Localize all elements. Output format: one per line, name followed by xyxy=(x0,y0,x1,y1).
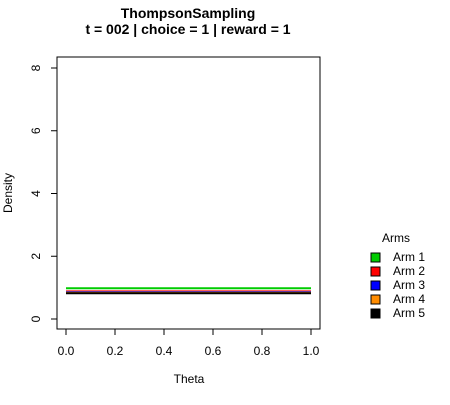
legend-label-arm-3: Arm 3 xyxy=(393,278,425,292)
x-axis: 0.0 0.2 0.4 0.6 0.8 1.0 xyxy=(58,328,320,358)
chart-subtitle: t = 002 | choice = 1 | reward = 1 xyxy=(85,21,290,37)
x-tick-label: 0.8 xyxy=(254,344,271,358)
y-tick-label: 0 xyxy=(29,315,43,322)
x-tick-label: 0.6 xyxy=(205,344,222,358)
legend-label-arm-5: Arm 5 xyxy=(393,306,425,320)
x-tick-label: 0.4 xyxy=(156,344,173,358)
legend-label-arm-4: Arm 4 xyxy=(393,292,425,306)
x-tick-label: 0.0 xyxy=(58,344,75,358)
legend-swatch-arm-2 xyxy=(370,266,381,277)
y-tick-label: 2 xyxy=(29,253,43,260)
legend-title: Arms xyxy=(382,231,410,245)
y-axis-label: Density xyxy=(1,173,15,213)
legend-swatch-arm-3 xyxy=(370,280,381,291)
y-tick-label: 4 xyxy=(29,190,43,197)
y-tick-label: 8 xyxy=(29,64,43,71)
y-tick-label: 6 xyxy=(29,127,43,134)
legend-label-arm-1: Arm 1 xyxy=(393,250,425,264)
chart-title: ThompsonSampling xyxy=(121,5,256,21)
x-tick-label: 1.0 xyxy=(303,344,320,358)
x-axis-label: Theta xyxy=(174,372,205,386)
legend-swatch-arm-5 xyxy=(370,308,381,319)
legend-label-arm-2: Arm 2 xyxy=(393,264,425,278)
legend-swatch-arm-4 xyxy=(370,294,381,305)
series-layer xyxy=(66,287,311,295)
y-axis: 0 2 4 6 8 xyxy=(29,64,58,322)
x-tick-label: 0.2 xyxy=(107,344,124,358)
legend-swatch-arm-1 xyxy=(370,252,381,263)
